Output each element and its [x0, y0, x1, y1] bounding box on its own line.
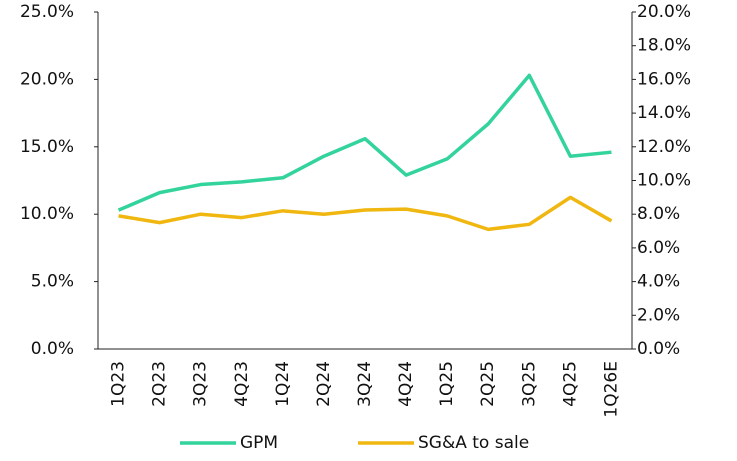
- y2-tick-label: 14.0%: [637, 103, 691, 123]
- x-tick-label: 2Q23: [150, 361, 170, 407]
- y2-tick-label: 8.0%: [637, 204, 680, 224]
- y2-tick-label: 20.0%: [637, 2, 691, 22]
- y-tick-label: 5.0%: [31, 272, 74, 292]
- x-tick-label: 1Q24: [273, 361, 293, 407]
- line-series: [118, 195, 613, 232]
- x-tick-label: 4Q23: [232, 361, 252, 407]
- y2-tick-label: 18.0%: [637, 36, 691, 56]
- y-tick-label: 0.0%: [31, 339, 74, 359]
- x-tick-label: 1Q23: [109, 361, 129, 407]
- y-tick-label: 15.0%: [20, 137, 74, 157]
- line-series: [117, 73, 612, 212]
- y2-tick-label: 16.0%: [637, 69, 691, 89]
- x-tick-label: 4Q24: [396, 361, 416, 407]
- y2-tick-label: 6.0%: [637, 238, 680, 258]
- legend-label: GPM: [240, 433, 278, 453]
- x-tick-label: 1Q26E: [601, 361, 621, 418]
- x-tick-label: 3Q23: [191, 361, 211, 407]
- y-tick-label: 20.0%: [20, 69, 74, 89]
- y-tick-label: 25.0%: [20, 2, 74, 22]
- y2-tick-label: 10.0%: [637, 171, 691, 191]
- legend-label: SG&A to sale: [418, 433, 529, 453]
- y-tick-label: 10.0%: [20, 204, 74, 224]
- y2-tick-label: 4.0%: [637, 272, 680, 292]
- x-tick-label: 4Q25: [560, 361, 580, 407]
- y2-tick-label: 12.0%: [637, 137, 691, 157]
- x-tick-label: 2Q25: [478, 361, 498, 407]
- x-tick-label: 1Q25: [437, 361, 457, 407]
- y2-tick-label: 2.0%: [637, 305, 680, 325]
- x-tick-label: 3Q25: [519, 361, 539, 407]
- x-tick-label: 3Q24: [355, 361, 375, 407]
- y2-tick-label: 0.0%: [637, 339, 680, 359]
- x-tick-label: 2Q24: [314, 361, 334, 407]
